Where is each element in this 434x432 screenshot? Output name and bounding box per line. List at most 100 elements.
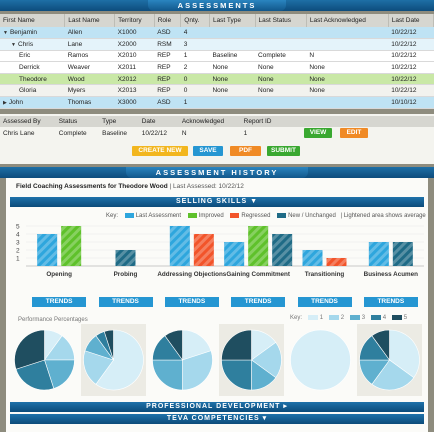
first-name: Derrick (19, 64, 40, 72)
table-header-row: First Name Last Name Territory Role Qnty. Las… (0, 14, 434, 27)
category-label: Gaining Commitment (226, 271, 291, 278)
pie-slice (182, 350, 213, 391)
selling-skills-toggle[interactable]: SELLING SKILLS ▼ (10, 197, 424, 207)
pie-slice (15, 359, 55, 391)
cell-territory: X2012 (114, 73, 155, 86)
pie-swatch-5 (391, 315, 402, 320)
assessed-by: Chris Lane (3, 129, 35, 137)
expand-toggle-icon[interactable]: ▶ (3, 99, 7, 106)
first-name: Benjamin (9, 29, 38, 37)
performance-percentages-label: Performance Percentages (18, 317, 88, 323)
pie-swatch-3 (349, 315, 360, 320)
pie-slice (83, 350, 114, 385)
detail-type: Baseline (102, 129, 128, 137)
legend-swatch-last (124, 213, 134, 218)
pdf-button[interactable]: PDF (230, 146, 261, 156)
trends-button[interactable]: TRENDS (297, 297, 352, 307)
professional-development-toggle[interactable]: PROFESSIONAL DEVELOPMENT ▸ (10, 402, 424, 412)
pie-slice (182, 329, 212, 361)
table-row[interactable]: Derrick Weaver X2011 REP 2 None None None 10/22/… (0, 61, 434, 74)
edit-button[interactable]: EDIT (340, 128, 368, 138)
pie-legend-key: Key: (290, 315, 303, 322)
pie-slice (164, 329, 183, 361)
y-tick-label: 5 (16, 224, 20, 231)
history-header: ASSESSMENT HISTORY (0, 167, 434, 178)
column-header[interactable]: Role (154, 14, 182, 27)
pie-slice (290, 329, 351, 391)
bar-shading (169, 226, 190, 266)
pie-slice (371, 329, 390, 361)
table-row[interactable]: ▼ Benjamin Allen X1000 ASD 4 10/22/12 (0, 27, 434, 40)
cell-status (255, 96, 307, 109)
y-tick-label: 4 (16, 232, 20, 239)
cell-last: Allen (64, 27, 115, 40)
cell-type (209, 96, 256, 109)
pie-swatch-2 (328, 315, 339, 320)
cell-ack (306, 96, 389, 109)
view-button[interactable]: VIEW (304, 128, 332, 138)
trends-button[interactable]: TRENDS (363, 297, 418, 307)
y-tick-label: 1 (16, 256, 20, 263)
detail-column-header: Status (55, 116, 100, 127)
cell-territory: X1000 (114, 27, 155, 40)
assessments-header: ASSESSMENTS (0, 0, 434, 11)
column-header[interactable]: Last Status (255, 14, 307, 27)
cell-last: Myers (64, 84, 115, 98)
table-row[interactable]: ▼ Chris Lane X2000 RSM 3 10/22/12 (0, 38, 434, 51)
expand-toggle-icon[interactable]: ▼ (3, 30, 8, 37)
column-header[interactable]: Qnty. (180, 14, 210, 27)
trends-button[interactable]: TRENDS (32, 297, 87, 307)
bar-shading (224, 242, 245, 266)
cell-date: 10/22/12 (388, 50, 434, 63)
trends-button[interactable]: TRENDS (98, 297, 153, 307)
legend-note: Lightened area shows average (343, 213, 426, 220)
trends-button[interactable]: TRENDS (164, 297, 219, 307)
pie-swatch-1 (307, 315, 318, 320)
teva-competencies-toggle[interactable]: TEVA COMPETENCIES ▾ (10, 414, 424, 424)
column-header[interactable]: Territory (114, 14, 155, 27)
cell-status: None (255, 73, 307, 86)
save-button[interactable]: SAVE (193, 146, 223, 156)
history-separator: | (169, 183, 172, 190)
trends-button[interactable]: TRENDS (231, 297, 286, 307)
cell-date: 10/22/12 (388, 61, 434, 74)
table-row[interactable]: Theodore Wood X2012 REP 0 None None None 10/22/1… (0, 73, 434, 86)
column-header[interactable]: First Name (0, 14, 66, 27)
y-tick-label: 3 (16, 240, 20, 247)
cell-qnty: 2 (180, 61, 210, 74)
cell-ack: None (306, 73, 389, 86)
column-header[interactable]: Last Type (209, 14, 256, 27)
cell-last: Ramos (64, 50, 115, 63)
detail-row[interactable]: Chris Lane Complete Baseline 10/22/12 N … (0, 127, 434, 139)
submit-button[interactable]: SUBMIT (267, 146, 300, 156)
column-header[interactable]: Last Acknowledged (306, 14, 389, 27)
bar-shading (61, 226, 82, 266)
cell-type: Baseline (209, 50, 256, 63)
create-new-button[interactable]: CREATE NEW (132, 146, 188, 156)
cell-date: 10/22/12 (388, 73, 434, 86)
pie-slice (221, 329, 252, 361)
table-row[interactable]: Eric Ramos X2010 REP 1 Baseline Complete N 10/22… (0, 50, 434, 63)
table-row[interactable]: Gloria Myers X2013 REP 0 None None None 10/22/12 (0, 84, 434, 98)
cell-qnty: 0 (180, 84, 210, 98)
cell-ack (306, 27, 389, 40)
legend-swatch-unchanged (277, 213, 287, 218)
pie-slice (152, 359, 183, 391)
cell-date: 10/10/12 (388, 96, 434, 109)
history-title: Field Coaching Assessments for Theodore … (16, 183, 244, 190)
column-header[interactable]: Last Date (388, 14, 434, 27)
bar-shading (115, 250, 136, 266)
cell-role: REP (154, 84, 181, 98)
detail-column-header: Date (138, 116, 179, 127)
pie-key-3: 3 (361, 315, 366, 322)
bar-shading (248, 226, 269, 266)
cell-role: ASD (154, 96, 181, 109)
column-header[interactable]: Last Name (64, 14, 116, 27)
expand-toggle-icon[interactable]: ▼ (11, 41, 16, 48)
cell-first: Eric (0, 50, 65, 63)
table-row[interactable]: ▶ John Thomas X3000 ASD 1 10/10/12 (0, 96, 434, 109)
cell-ack: None (306, 84, 389, 98)
chart-legend: Key: Last Assessment Improved Regressed … (106, 213, 426, 220)
assessment-history-panel: Field Coaching Assessments for Theodore … (6, 178, 428, 432)
